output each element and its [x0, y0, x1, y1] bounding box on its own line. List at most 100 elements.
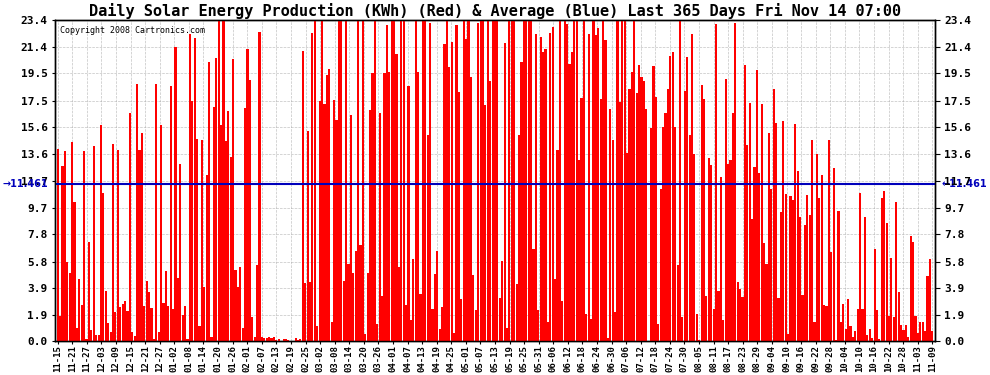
Bar: [127, 311, 129, 341]
Bar: [141, 133, 143, 341]
Bar: [732, 114, 734, 341]
Bar: [864, 217, 866, 341]
Bar: [285, 339, 287, 341]
Bar: [155, 84, 157, 341]
Bar: [107, 323, 109, 341]
Bar: [588, 34, 590, 341]
Bar: [799, 217, 801, 341]
Bar: [437, 251, 439, 341]
Bar: [881, 198, 883, 341]
Bar: [671, 52, 674, 341]
Bar: [619, 102, 621, 341]
Bar: [237, 286, 239, 341]
Bar: [357, 20, 359, 341]
Bar: [189, 34, 191, 341]
Bar: [927, 276, 929, 341]
Bar: [748, 103, 750, 341]
Bar: [157, 332, 159, 341]
Bar: [299, 339, 302, 341]
Bar: [265, 338, 268, 341]
Bar: [780, 212, 782, 341]
Bar: [554, 279, 556, 341]
Bar: [549, 33, 551, 341]
Bar: [405, 304, 407, 341]
Bar: [453, 333, 455, 341]
Bar: [919, 322, 922, 341]
Bar: [331, 322, 333, 341]
Bar: [164, 270, 167, 341]
Bar: [338, 20, 340, 341]
Bar: [59, 316, 61, 341]
Bar: [624, 20, 626, 341]
Bar: [912, 242, 914, 341]
Bar: [117, 150, 119, 341]
Bar: [324, 104, 326, 341]
Bar: [643, 81, 645, 341]
Bar: [386, 26, 388, 341]
Bar: [134, 336, 136, 341]
Bar: [688, 135, 691, 341]
Bar: [737, 282, 739, 341]
Bar: [751, 219, 753, 341]
Bar: [114, 312, 117, 341]
Text: Copyright 2008 Cartronics.com: Copyright 2008 Cartronics.com: [59, 26, 205, 35]
Bar: [432, 309, 434, 341]
Bar: [705, 296, 708, 341]
Bar: [602, 20, 604, 341]
Bar: [251, 316, 253, 341]
Bar: [727, 164, 729, 341]
Bar: [169, 86, 171, 341]
Bar: [294, 338, 297, 341]
Bar: [878, 339, 880, 341]
Bar: [631, 72, 633, 341]
Bar: [922, 322, 924, 341]
Bar: [893, 317, 895, 341]
Bar: [256, 266, 258, 341]
Bar: [240, 267, 242, 341]
Bar: [907, 337, 909, 341]
Bar: [61, 166, 63, 341]
Bar: [225, 141, 227, 341]
Bar: [518, 135, 520, 341]
Bar: [314, 20, 316, 341]
Bar: [516, 284, 518, 341]
Bar: [129, 113, 131, 341]
Bar: [742, 297, 743, 341]
Bar: [282, 339, 285, 341]
Bar: [888, 316, 890, 341]
Bar: [789, 196, 792, 341]
Bar: [345, 20, 347, 341]
Bar: [263, 338, 265, 341]
Bar: [563, 20, 565, 341]
Bar: [566, 24, 568, 341]
Bar: [768, 132, 770, 341]
Bar: [211, 337, 213, 341]
Bar: [915, 316, 917, 341]
Bar: [535, 34, 537, 341]
Bar: [316, 326, 319, 341]
Bar: [477, 23, 479, 341]
Bar: [376, 324, 378, 341]
Bar: [538, 310, 540, 341]
Bar: [364, 334, 366, 341]
Bar: [102, 193, 105, 341]
Bar: [575, 20, 578, 341]
Bar: [393, 20, 395, 341]
Bar: [770, 189, 772, 341]
Bar: [898, 292, 900, 341]
Bar: [444, 44, 446, 341]
Bar: [228, 111, 230, 341]
Bar: [833, 168, 835, 341]
Bar: [465, 39, 467, 341]
Bar: [715, 24, 717, 341]
Bar: [703, 99, 705, 341]
Bar: [201, 140, 203, 341]
Bar: [415, 20, 417, 341]
Bar: [467, 20, 469, 341]
Bar: [895, 202, 897, 341]
Bar: [710, 165, 712, 341]
Bar: [760, 104, 762, 341]
Bar: [489, 81, 491, 341]
Bar: [676, 265, 679, 341]
Bar: [876, 310, 878, 341]
